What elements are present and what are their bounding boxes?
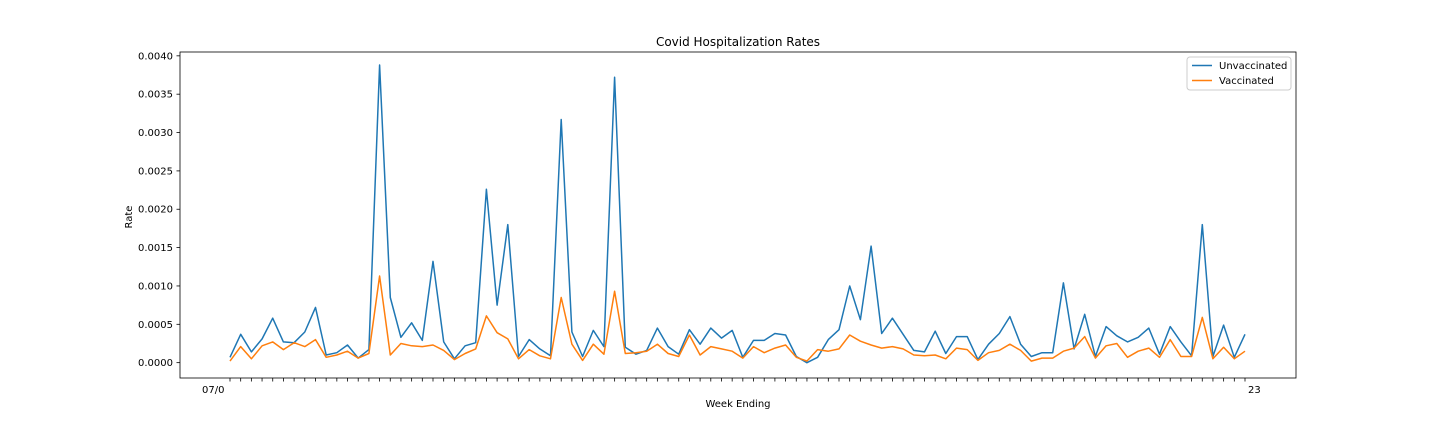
- series-line-unvaccinated: [229, 64, 1246, 364]
- plot-frame: [179, 51, 1297, 379]
- legend-box: [1186, 56, 1292, 91]
- y-tick-label: 0.0020: [138, 205, 173, 216]
- x-tick-label-last: 23: [1248, 385, 1261, 396]
- series-line-vaccinated: [229, 275, 1246, 362]
- y-tick-label: 0.0030: [138, 128, 173, 139]
- chart-title: Covid Hospitalization Rates: [656, 35, 820, 49]
- y-tick-label: 0.0005: [138, 320, 173, 331]
- y-tick-label: 0.0015: [138, 243, 173, 254]
- y-axis-title: Rate: [124, 206, 135, 229]
- x-axis: 07/0 23: [202, 378, 1261, 396]
- plot-area: [179, 51, 1297, 379]
- y-tick-label: 0.0025: [138, 166, 173, 177]
- legend: Unvaccinated Vaccinated: [1186, 56, 1292, 91]
- y-tick-label: 0.0000: [138, 358, 173, 369]
- y-axis: 0.0000 0.0005 0.0010 0.0015 0.0020 0.0025 0.00…: [138, 51, 180, 369]
- y-tick-label: 0.0040: [138, 51, 173, 62]
- y-tick-label: 0.0035: [138, 90, 173, 101]
- series-layer: [229, 64, 1246, 364]
- y-tick-label: 0.0010: [138, 281, 173, 292]
- legend-label-vaccinated: Vaccinated: [1219, 76, 1274, 87]
- x-tick-label-first: 07/0: [202, 385, 224, 396]
- legend-label-unvaccinated: Unvaccinated: [1219, 61, 1287, 72]
- x-axis-title: Week Ending: [705, 399, 770, 410]
